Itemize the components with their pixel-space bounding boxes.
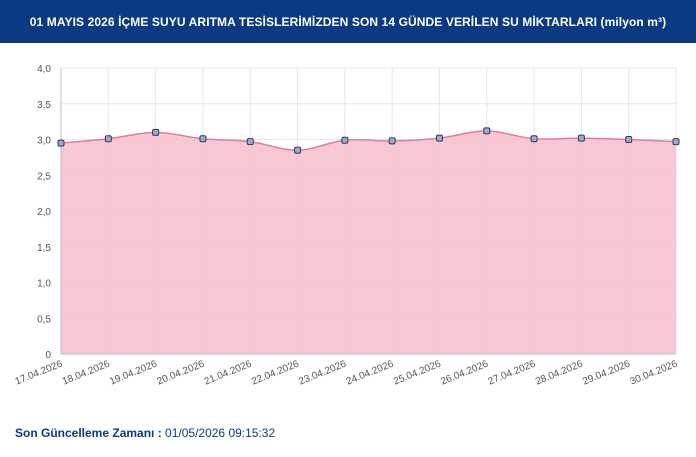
y-tick-label: 1,5 xyxy=(37,243,51,254)
last-update-label: Son Güncelleme Zamanı : xyxy=(15,426,162,440)
x-tick-label: 28.04.2026 xyxy=(534,358,585,387)
data-point xyxy=(530,135,538,143)
x-tick-label: 27.04.2026 xyxy=(487,358,538,387)
x-tick-label: 19.04.2026 xyxy=(108,358,159,387)
y-tick-label: 2,5 xyxy=(37,171,51,182)
x-tick-label: 30.04.2026 xyxy=(629,358,680,387)
y-tick-label: 0 xyxy=(45,350,51,361)
data-point xyxy=(246,138,254,146)
data-point xyxy=(388,137,396,145)
x-tick-label: 22.04.2026 xyxy=(250,358,301,387)
last-update-value: 01/05/2026 09:15:32 xyxy=(165,426,276,440)
y-tick-label: 4,0 xyxy=(37,64,51,75)
series-line xyxy=(60,130,677,151)
x-tick-label: 25.04.2026 xyxy=(392,358,443,387)
data-point xyxy=(294,146,302,154)
y-tick-label: 3,5 xyxy=(37,100,51,111)
x-tick-label: 26.04.2026 xyxy=(439,358,490,387)
y-tick-label: 3,0 xyxy=(37,136,51,147)
header-bar: 01 MAYIS 2026 İÇME SUYU ARITMA TESİSLERİ… xyxy=(0,0,696,43)
x-tick-label: 21.04.2026 xyxy=(203,358,254,387)
data-point xyxy=(152,128,160,136)
data-point xyxy=(435,134,443,142)
data-point xyxy=(672,138,680,146)
data-point xyxy=(104,135,112,143)
y-tick-label: 2,0 xyxy=(37,207,51,218)
data-point xyxy=(577,134,585,142)
data-point xyxy=(199,135,207,143)
x-tick-label: 23.04.2026 xyxy=(297,358,348,387)
x-tick-label: 18.04.2026 xyxy=(61,358,112,387)
y-tick-label: 0,5 xyxy=(37,314,51,325)
data-point xyxy=(483,127,491,135)
water-amount-chart: 0 0,5 1,0 1,5 2,0 2,5 3,0 3,5 4,0 17.04.2026 18.04… xyxy=(0,43,696,393)
data-point xyxy=(341,136,349,144)
x-tick-label: 20.04.2026 xyxy=(156,358,207,387)
x-tick-label: 17.04.2026 xyxy=(14,358,65,387)
data-point xyxy=(625,136,633,143)
x-tick-label: 24.04.2026 xyxy=(345,358,396,387)
chart-svg: 0 0,5 1,0 1,5 2,0 2,5 3,0 3,5 4,0 17.04.202618.04… xyxy=(14,64,680,388)
y-tick-label: 1,0 xyxy=(37,279,51,290)
series-area xyxy=(61,130,676,354)
last-update: Son Güncelleme Zamanı : 01/05/2026 09:15… xyxy=(15,426,275,440)
x-tick-label: 29.04.2026 xyxy=(581,358,632,387)
data-point xyxy=(57,139,65,147)
page-title: 01 MAYIS 2026 İÇME SUYU ARITMA TESİSLERİ… xyxy=(29,14,667,29)
